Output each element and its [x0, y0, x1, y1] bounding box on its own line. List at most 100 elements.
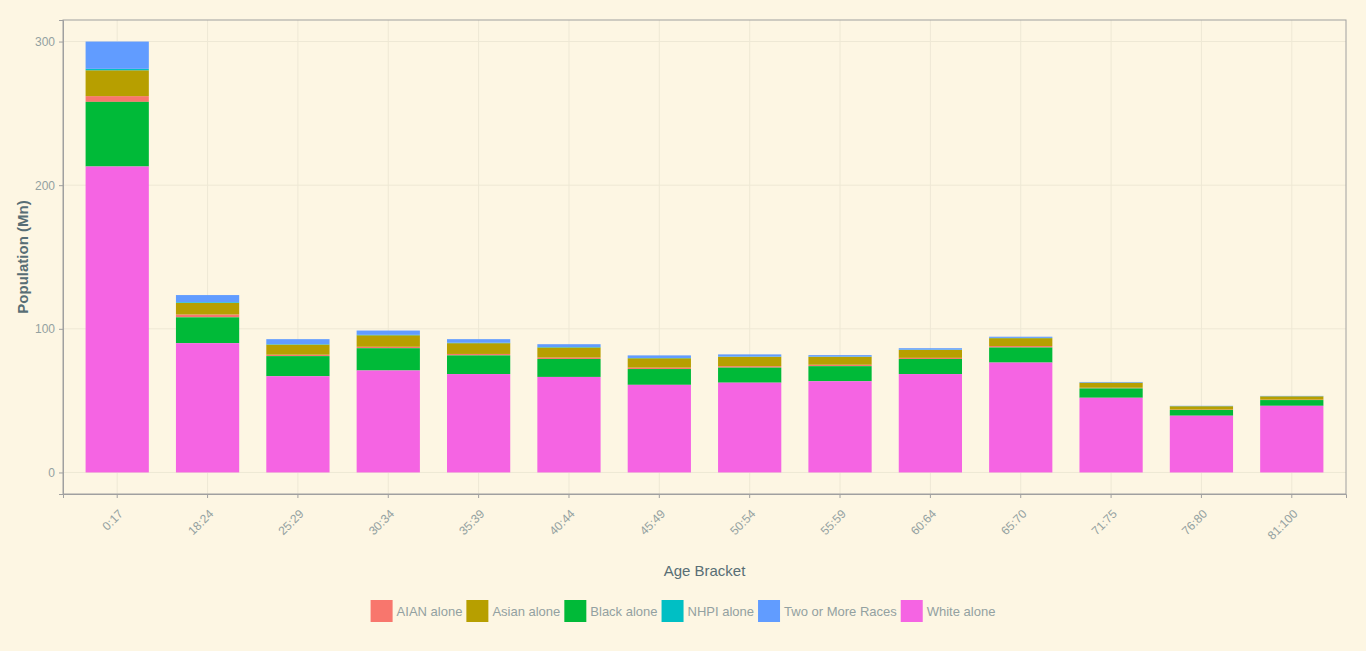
bar-segment [1079, 388, 1142, 397]
bar-segment [357, 331, 420, 335]
tick-mark [59, 42, 63, 43]
bar-segment [989, 337, 1052, 338]
bar-segment [86, 70, 149, 96]
legend-key [758, 600, 780, 622]
bar-segment [357, 347, 420, 348]
axis-line [64, 495, 1347, 499]
tick-mark [207, 494, 208, 498]
bar-segment [1170, 405, 1233, 406]
background [0, 0, 1366, 651]
tick-label: 45:49 [637, 507, 668, 538]
tick: 18:24 [185, 494, 216, 538]
legend-key [901, 600, 923, 622]
tick-mark [749, 494, 750, 498]
tick-label: 65:70 [998, 507, 1029, 538]
bars [86, 42, 1324, 473]
series [86, 69, 1324, 406]
legend-item: AIAN alone [371, 600, 463, 622]
bar-segment [447, 374, 510, 472]
bar-segment [718, 354, 781, 356]
panel-frame [63, 20, 1346, 494]
bar-segment [1260, 396, 1323, 399]
bar-segment [1079, 382, 1142, 383]
tick-label: 0 [48, 466, 55, 480]
x-axis: 0:1718:2425:2930:3435:3940:4445:4950:545… [64, 494, 1347, 543]
tick: 100 [35, 322, 63, 336]
grid-line [63, 328, 1346, 329]
tick-label: 81:100 [1265, 507, 1301, 543]
bar-segment [1260, 396, 1323, 397]
bar-segment [808, 365, 871, 366]
tick: 50:54 [727, 494, 758, 538]
bar-segment [1170, 406, 1233, 409]
bar-segment [537, 347, 600, 357]
bar-segment [176, 295, 239, 302]
bar-segment [537, 377, 600, 473]
tick-mark [59, 329, 63, 330]
bar-segment [989, 347, 1052, 362]
bar-segment [1170, 406, 1233, 407]
bar-segment [808, 355, 871, 356]
bar-segment [266, 355, 329, 356]
bar-segment [1260, 400, 1323, 406]
grid-line [63, 472, 1346, 473]
bar-segment [266, 356, 329, 376]
bar-segment [86, 69, 149, 70]
legend-label: NHPI alone [688, 604, 754, 619]
legend-item: Black alone [564, 600, 657, 622]
bar-segment [1079, 398, 1142, 473]
tick-label: 71:75 [1089, 507, 1120, 538]
legend-label: White alone [927, 604, 996, 619]
y-axis-title: Population (Mn) [14, 200, 31, 313]
tick-mark [1201, 494, 1202, 498]
x-axis-title: Age Bracket [664, 562, 747, 579]
bar-segment [86, 42, 149, 69]
bar-segment [628, 369, 691, 385]
legend-item: Two or More Races [758, 600, 897, 622]
bar-segment [628, 385, 691, 473]
grid [63, 20, 1346, 494]
series [86, 42, 1324, 407]
tick-mark [59, 185, 63, 186]
tick: 25:29 [276, 494, 307, 538]
grid-line [63, 185, 1346, 186]
bar-segment [447, 339, 510, 343]
bar-segment [899, 359, 962, 374]
tick-label: 50:54 [727, 507, 758, 538]
axis-line [59, 21, 64, 495]
bar-segment [537, 344, 600, 347]
grid-line [63, 41, 1346, 42]
bar-segment [447, 343, 510, 354]
tick-label: 76:80 [1179, 507, 1210, 538]
legend-key [466, 600, 488, 622]
bar-segment [899, 374, 962, 472]
legend-label: Asian alone [492, 604, 560, 619]
bar-segment [628, 358, 691, 367]
series [86, 167, 1324, 473]
bar-segment [808, 381, 871, 472]
bar-segment [1079, 381, 1142, 383]
tick: 0 [48, 466, 63, 480]
bar-segment [1170, 410, 1233, 416]
tick-label: 55:59 [818, 507, 849, 538]
tick: 0:17 [100, 494, 127, 533]
tick-label: 300 [35, 35, 55, 49]
tick-label: 25:29 [276, 507, 307, 538]
tick-mark [1020, 494, 1021, 498]
tick-label: 100 [35, 322, 55, 336]
tick: 45:49 [637, 494, 668, 538]
tick: 81:100 [1265, 494, 1301, 543]
y-axis: 0100200300 [35, 21, 64, 495]
bar-segment [266, 376, 329, 472]
bar-segment [899, 349, 962, 350]
bar-segment [86, 167, 149, 473]
tick-mark [659, 494, 660, 498]
bar-segment [899, 350, 962, 358]
bar-segment [899, 348, 962, 349]
tick: 40:44 [547, 494, 578, 538]
tick: 71:75 [1089, 494, 1120, 538]
bar-segment [899, 358, 962, 359]
series [86, 70, 1324, 409]
tick-mark [568, 494, 569, 498]
tick: 300 [35, 35, 63, 49]
